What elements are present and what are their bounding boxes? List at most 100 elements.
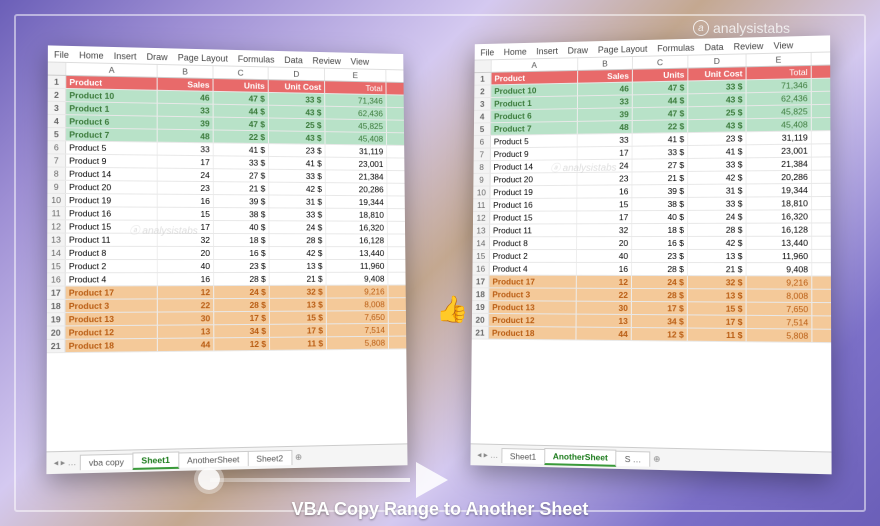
cell-units[interactable]: 16 $ [214, 247, 270, 259]
row-number[interactable]: 4 [474, 111, 491, 123]
cell-product[interactable]: Product 4 [490, 263, 577, 275]
cell-total[interactable]: 62,436 [325, 107, 387, 120]
cell-unitcost[interactable]: 33 $ [688, 80, 746, 93]
cell-total[interactable]: 18,810 [326, 209, 388, 221]
cell-product[interactable]: Product 13 [66, 313, 158, 326]
cell-product[interactable]: Product 9 [66, 155, 158, 168]
cell-unitcost[interactable]: 33 $ [269, 93, 326, 106]
add-sheet-button[interactable]: ⊕ [649, 453, 664, 465]
cell-total[interactable]: 8,008 [747, 289, 813, 302]
ribbon-tab-file[interactable]: File [54, 50, 69, 60]
cell-unitcost[interactable]: 17 $ [270, 324, 327, 336]
row-number[interactable]: 7 [474, 148, 491, 160]
row-number[interactable]: 15 [473, 250, 490, 262]
row-number[interactable]: 19 [472, 301, 489, 313]
ribbon-tab-data[interactable]: Data [704, 42, 723, 52]
cell-units[interactable]: 27 $ [214, 169, 269, 181]
cell-units[interactable]: 40 $ [214, 221, 270, 233]
cell-sales[interactable]: 32 [577, 224, 632, 236]
cell-product[interactable]: Product 7 [491, 122, 578, 135]
col-header-c[interactable]: C [633, 56, 688, 69]
cell-product[interactable]: Product 17 [490, 276, 577, 288]
cell-total[interactable]: 16,128 [326, 234, 388, 246]
cell-units[interactable]: 27 $ [632, 159, 688, 171]
row-number[interactable]: 19 [47, 313, 66, 325]
col-header-e[interactable]: E [325, 69, 386, 82]
ribbon-tab-view[interactable]: View [351, 57, 370, 67]
row-number[interactable]: 6 [48, 141, 67, 153]
cell-product[interactable]: Product 3 [66, 299, 158, 312]
col-header-e[interactable]: E [747, 53, 812, 66]
cell-unitcost[interactable]: 42 $ [688, 171, 746, 184]
cell-units[interactable]: 23 $ [632, 250, 688, 262]
cell-units[interactable]: 38 $ [214, 208, 269, 220]
cell-product[interactable]: Product 6 [491, 109, 578, 122]
ribbon-tab-file[interactable]: File [480, 48, 494, 58]
cell-total[interactable]: 16,320 [747, 210, 813, 222]
cell-sales[interactable]: 17 [158, 156, 214, 169]
cell-sales[interactable]: 15 [577, 198, 632, 210]
cell-units[interactable]: 28 $ [632, 289, 688, 301]
sheet-tab-anothersheet[interactable]: AnotherSheet [544, 448, 617, 467]
cell-unitcost[interactable]: 21 $ [688, 263, 747, 275]
cell-total[interactable]: 21,384 [747, 158, 812, 171]
cell-sales[interactable]: 16 [577, 185, 632, 197]
cell-product[interactable]: Product 18 [66, 339, 158, 352]
cell-sales[interactable]: 33 [578, 134, 633, 147]
cell-unitcost[interactable]: 17 $ [688, 315, 747, 328]
cell-units[interactable]: 16 $ [632, 237, 688, 249]
cell-sales[interactable]: 20 [158, 247, 214, 259]
row-number[interactable]: 13 [473, 225, 490, 237]
cell-sales[interactable]: 46 [578, 83, 633, 96]
cell-product[interactable]: Product 2 [66, 260, 158, 272]
cell-product[interactable]: Product 3 [489, 288, 576, 300]
sheet-nav[interactable]: ◂ ▸ … [474, 449, 501, 461]
cell-sales[interactable]: 30 [158, 312, 214, 325]
col-header-d[interactable]: D [688, 54, 746, 67]
cell-total[interactable]: 21,384 [326, 170, 388, 182]
cell-total[interactable]: 7,514 [747, 316, 813, 329]
ribbon-tab-page-layout[interactable]: Page Layout [178, 53, 228, 64]
row-number[interactable]: 3 [48, 102, 67, 114]
ribbon-tab-review[interactable]: Review [734, 41, 764, 52]
cell-sales[interactable]: 12 [158, 286, 214, 298]
row-number[interactable]: 9 [47, 181, 66, 193]
row-number[interactable]: 16 [472, 263, 489, 275]
cell-unitcost[interactable]: 23 $ [688, 132, 746, 145]
cell-total[interactable]: 19,344 [326, 196, 388, 208]
cell-product[interactable]: Product 8 [66, 247, 158, 259]
cell-product[interactable]: Product 20 [66, 181, 158, 194]
cell-sales[interactable]: 40 [158, 260, 214, 272]
cell-sales[interactable]: 23 [577, 172, 632, 184]
ribbon-tab-home[interactable]: Home [504, 47, 527, 57]
cell-total[interactable]: 31,119 [747, 131, 812, 144]
cell-product[interactable]: Product 20 [491, 173, 578, 186]
cell-total[interactable]: 9,408 [747, 263, 813, 275]
cell-units[interactable]: 22 $ [633, 120, 689, 133]
cell-unitcost[interactable]: 33 $ [688, 198, 747, 210]
cell-total[interactable]: 19,344 [747, 184, 812, 197]
row-number[interactable]: 2 [474, 85, 491, 97]
cell-product[interactable]: Product 7 [66, 128, 158, 141]
cell-product[interactable]: Product 10 [491, 84, 578, 97]
row-number[interactable]: 20 [472, 314, 489, 326]
sheet-tab-vba-copy[interactable]: vba copy [80, 454, 134, 471]
cell-product[interactable]: Product 19 [490, 186, 577, 198]
cell-product[interactable]: Product 1 [66, 102, 157, 116]
cell-sales[interactable]: 33 [158, 143, 214, 156]
cell-sales[interactable]: 30 [577, 302, 632, 314]
cell-units[interactable]: 12 $ [632, 328, 688, 341]
cell-units[interactable]: 44 $ [214, 105, 269, 118]
sheet-tab-s-…[interactable]: S … [616, 451, 651, 467]
cell-units[interactable]: 28 $ [632, 263, 688, 275]
cell-unitcost[interactable]: 13 $ [688, 289, 747, 301]
cell-total[interactable]: 9,216 [327, 285, 389, 297]
cell-product[interactable]: Product 18 [489, 327, 576, 340]
cell-unitcost[interactable]: 41 $ [688, 145, 746, 158]
cell-sales[interactable]: 16 [158, 273, 214, 285]
row-number[interactable]: 17 [472, 276, 489, 288]
ribbon-tab-home[interactable]: Home [79, 50, 103, 61]
cell-units[interactable]: 17 $ [214, 312, 270, 324]
cell-total[interactable]: 7,650 [747, 303, 813, 316]
row-number[interactable]: 21 [47, 340, 66, 353]
